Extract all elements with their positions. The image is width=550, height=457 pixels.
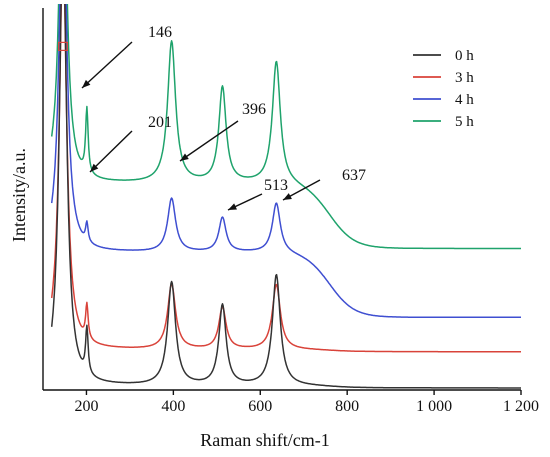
legend-label-4h: 4 h bbox=[455, 92, 474, 108]
peak-label-201: 201 bbox=[148, 114, 172, 131]
peak-label-637: 637 bbox=[342, 167, 366, 184]
series-line-5h bbox=[50, 4, 522, 250]
clipped-peak-box bbox=[58, 41, 68, 51]
arrow-396 bbox=[179, 120, 239, 162]
x-axis-ticks: 200 400 600 800 1 000 1 200 bbox=[74, 390, 539, 415]
legend-label-0h: 0 h bbox=[455, 48, 474, 64]
x-tick-label-1000: 1 000 bbox=[416, 398, 452, 415]
arrowhead-146 bbox=[82, 79, 91, 88]
arrow-201 bbox=[89, 130, 133, 173]
legend-label-3h: 3 h bbox=[455, 70, 474, 86]
legend: 0 h 3 h 4 h 5 h bbox=[413, 48, 474, 130]
x-tick-label-1200: 1 200 bbox=[503, 398, 539, 415]
x-axis-title: Raman shift/cm-1 bbox=[200, 430, 329, 450]
arrowhead-201 bbox=[90, 163, 99, 172]
x-tick-label-400: 400 bbox=[161, 398, 185, 415]
arrowhead-513 bbox=[228, 203, 237, 210]
peak-label-146: 146 bbox=[148, 24, 172, 41]
x-tick-label-200: 200 bbox=[74, 398, 98, 415]
peak-annotations: 146 201 396 513 637 bbox=[81, 24, 366, 211]
x-tick-label-600: 600 bbox=[248, 398, 272, 415]
y-axis-title: Intensity/a.u. bbox=[9, 148, 29, 242]
peak-label-513: 513 bbox=[264, 177, 288, 194]
arrowhead-396 bbox=[180, 153, 189, 161]
arrowhead-637 bbox=[283, 193, 292, 200]
series-line-0h bbox=[50, 4, 522, 389]
arrow-146 bbox=[81, 41, 133, 89]
x-tick-label-800: 800 bbox=[335, 398, 359, 415]
series-line-4h bbox=[50, 4, 522, 319]
plot-area bbox=[50, 4, 522, 389]
legend-label-5h: 5 h bbox=[455, 114, 474, 130]
series-line-3h bbox=[50, 4, 522, 353]
peak-label-396: 396 bbox=[242, 101, 266, 118]
